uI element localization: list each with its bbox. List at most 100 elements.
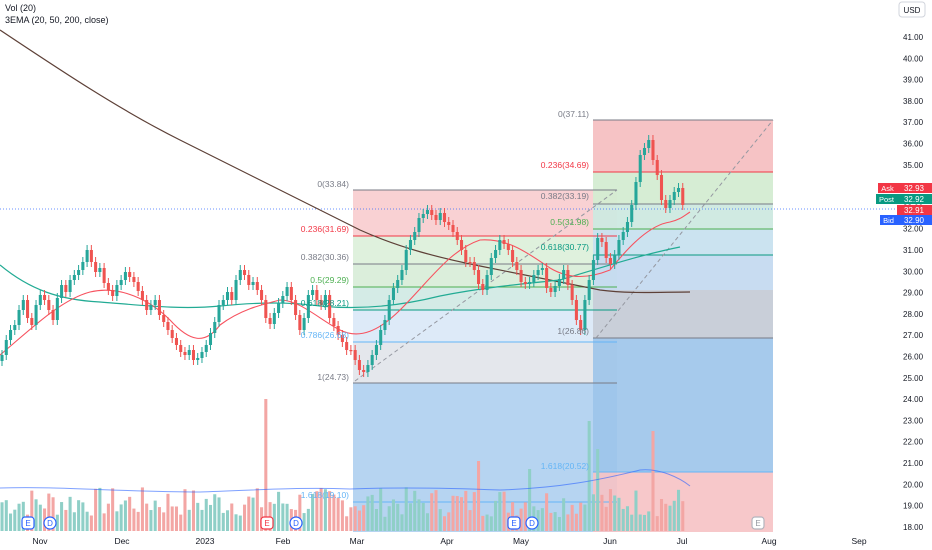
candle-body (196, 358, 200, 360)
volume-bar (123, 500, 127, 531)
candle-body (511, 250, 515, 262)
volume-bar (404, 487, 408, 531)
candle-body (111, 290, 115, 296)
volume-bar (655, 516, 659, 531)
candle-body (494, 250, 498, 258)
candle-body (642, 148, 647, 155)
time-tick-label: Sep (851, 536, 866, 546)
candle-body (425, 210, 430, 214)
volume-bars (0, 399, 685, 531)
volume-bar (596, 449, 600, 531)
volume-bar (238, 515, 242, 531)
candle-body (328, 295, 332, 318)
fib1-level-0236: 0.236(31.69) (301, 224, 349, 234)
volume-bar (225, 510, 230, 531)
dividend-marker[interactable]: D (289, 516, 303, 530)
candle-body (106, 283, 110, 290)
ask-label: Ask (881, 184, 894, 193)
candle-body (43, 295, 47, 300)
volume-bar (166, 493, 170, 531)
volume-bar (460, 497, 464, 531)
earnings-marker[interactable]: E (507, 516, 521, 530)
volume-bar (204, 498, 208, 531)
candle-body (157, 300, 161, 315)
bid-label: Bid (883, 216, 894, 225)
candle-body (174, 338, 178, 345)
volume-bar (264, 399, 268, 531)
mid-value: 32.91 (904, 206, 925, 215)
fib1-level-0786: 0.786(26.68) (301, 330, 349, 340)
price-tick-label: 20.00 (903, 480, 924, 489)
ema-indicator-label[interactable]: 3EMA (20, 50, 200, close) (5, 15, 109, 25)
volume-bar (413, 490, 417, 531)
trend-line-2[interactable] (595, 119, 774, 339)
volume-bar (213, 494, 217, 531)
volume-bar (55, 514, 59, 531)
volume-bar (162, 512, 166, 531)
candle-body (345, 342, 349, 350)
price-candles[interactable] (0, 135, 685, 377)
candle-body (145, 300, 149, 310)
dividend-marker[interactable]: D (43, 516, 57, 530)
volume-bar (247, 496, 251, 531)
price-axis[interactable]: 41.0040.0039.0038.0037.0036.0035.0034.00… (895, 0, 932, 532)
volume-bar (115, 511, 119, 531)
candle-body (255, 282, 259, 290)
volume-bar (30, 490, 34, 531)
candle-body (651, 140, 655, 160)
candle-body (187, 350, 191, 355)
candle-body (442, 213, 447, 222)
candle-body (289, 287, 293, 300)
candle-body (477, 270, 481, 284)
volume-bar (353, 506, 357, 531)
candle-body (311, 290, 315, 295)
candle-body (51, 310, 55, 320)
earnings-marker[interactable]: E (21, 516, 35, 530)
volume-bar (408, 503, 413, 531)
volume-bar (485, 514, 489, 531)
volume-bar (366, 496, 370, 531)
volume-bar (17, 503, 21, 531)
price-tick-label: 27.00 (903, 331, 924, 340)
volume-bar (136, 511, 140, 531)
candle-body (149, 305, 153, 310)
dividend-marker[interactable]: D (525, 516, 539, 530)
candle-body (481, 284, 485, 290)
volume-bar (519, 508, 523, 531)
candle-body (234, 280, 238, 300)
volume-bar (149, 510, 153, 531)
volume-bar (387, 506, 391, 531)
candle-body (604, 242, 608, 258)
candle-body (515, 262, 519, 270)
earnings-marker[interactable]: E (751, 516, 765, 530)
volume-bar (383, 516, 387, 531)
candle-body (562, 270, 566, 279)
volume-bar (217, 497, 221, 531)
volume-bar (362, 505, 366, 531)
volume-bar (51, 497, 55, 531)
time-axis[interactable]: Nov Dec 2023 Feb Mar Apr May Jun Jul Aug Sep (0, 532, 932, 550)
volume-bar (472, 492, 476, 531)
currency-button[interactable]: USD (898, 1, 926, 18)
volume-bar (396, 503, 400, 531)
candle-body (502, 240, 506, 244)
fib1-level-1618: 1.618(19.10) (301, 490, 349, 500)
volume-bar (664, 503, 668, 531)
candle-body (34, 305, 38, 325)
price-tick-label: 28.00 (903, 310, 924, 319)
volume-bar (72, 512, 76, 531)
volume-bar (140, 487, 144, 531)
volume-indicator-label[interactable]: Vol (20) (5, 3, 36, 13)
volume-bar (545, 493, 549, 531)
earnings-marker[interactable]: E (260, 516, 274, 530)
event-letter: E (25, 519, 30, 528)
volume-bar (187, 509, 191, 531)
volume-bar (13, 509, 17, 531)
candle-body (608, 258, 612, 264)
volume-bar (540, 508, 544, 531)
volume-bar (553, 512, 557, 531)
time-tick-label: Jun (603, 536, 617, 546)
candle-body (408, 240, 413, 250)
